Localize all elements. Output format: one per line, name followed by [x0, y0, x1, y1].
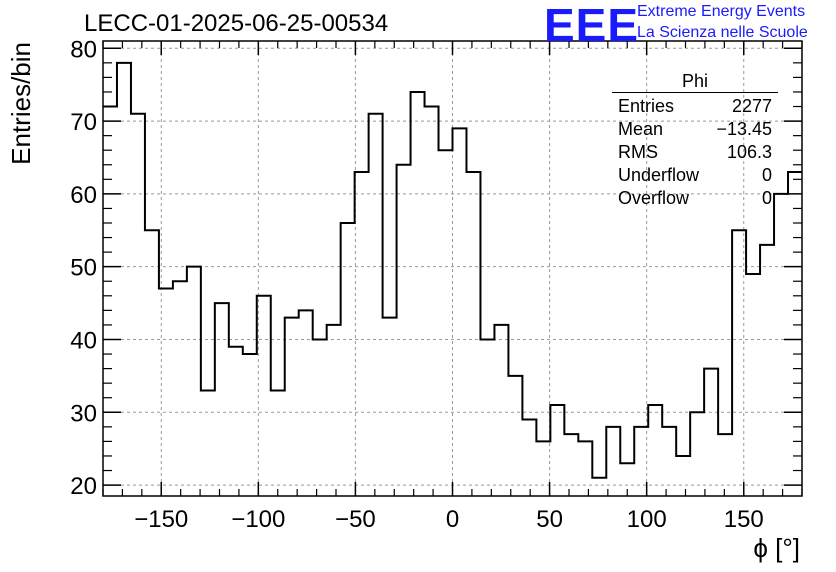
stats-value: 0 — [761, 165, 772, 185]
stats-label: Underflow — [618, 165, 700, 185]
stats-value: 2277 — [731, 96, 772, 116]
stats-label: Entries — [618, 96, 675, 116]
logo-line-2: La Scienza nelle Scuole — [637, 24, 808, 41]
x-tick-label: 100 — [627, 506, 667, 533]
stats-label: Mean — [618, 119, 664, 139]
plot-frame — [102, 40, 803, 497]
stats-value: 106.3 — [726, 142, 772, 162]
stats-value: 0 — [761, 188, 772, 208]
stats-row-entries: Entries 2277 — [612, 95, 778, 118]
stats-label: RMS — [618, 142, 658, 162]
stats-row-underflow: Underflow 0 — [612, 164, 778, 187]
logo-line-1: Extreme Energy Events — [637, 3, 806, 20]
eee-logo: EEE — [544, 0, 640, 51]
stats-title: Phi — [612, 70, 778, 93]
stats-row-rms: RMS 106.3 — [612, 141, 778, 164]
x-axis-label: ϕ [°] — [753, 533, 800, 563]
y-tick-label: 20 — [70, 473, 97, 500]
y-tick-label: 50 — [70, 255, 97, 282]
stats-row-overflow: Overflow 0 — [612, 187, 778, 210]
y-tick-label: 40 — [70, 327, 97, 354]
stats-label: Overflow — [618, 188, 690, 208]
x-tick-label: −50 — [335, 506, 376, 533]
y-tick-label: 60 — [70, 182, 97, 209]
x-tick-label: 150 — [724, 506, 764, 533]
stats-box: Phi Entries 2277 Mean −13.45 RMS 106.3 U… — [612, 70, 778, 210]
chart-title: LECC-01-2025-06-25-00534 — [84, 10, 389, 37]
y-tick-label: 70 — [70, 109, 97, 136]
grid — [103, 41, 802, 496]
histogram-step-line — [103, 61, 802, 479]
y-axis-label: Entries/bin — [6, 42, 36, 165]
x-tick-labels: −150 −100 −50 0 50 100 150 — [134, 506, 764, 533]
y-tick-label: 80 — [70, 36, 97, 63]
stats-value: −13.45 — [716, 119, 772, 139]
x-tick-label: −150 — [134, 506, 188, 533]
y-tick-labels: 20 30 40 50 60 70 80 — [70, 36, 97, 500]
y-tick-label: 30 — [70, 400, 97, 427]
x-tick-label: 50 — [536, 506, 563, 533]
stats-row-mean: Mean −13.45 — [612, 118, 778, 141]
x-tick-label: 0 — [446, 506, 459, 533]
x-tick-label: −100 — [231, 506, 285, 533]
